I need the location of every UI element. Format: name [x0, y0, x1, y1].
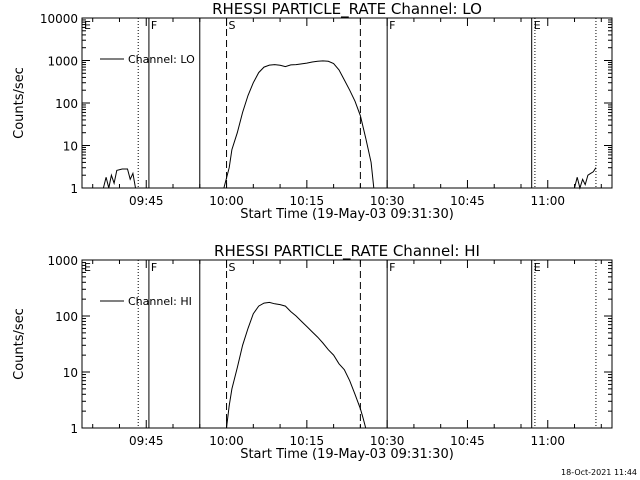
y-tick-label: 100: [55, 310, 78, 324]
x-tick-label: 09:45: [129, 194, 164, 208]
x-axis-label: Start Time (19-May-03 09:31:30): [240, 207, 454, 222]
series-line: [226, 301, 367, 429]
x-tick-label: 10:30: [370, 434, 405, 448]
x-tick-label: 10:45: [450, 434, 485, 448]
y-axis-label: Counts/sec: [12, 67, 27, 139]
y-tick-label: 10000: [40, 12, 78, 26]
x-tick-label: 10:00: [209, 194, 244, 208]
chart-title: RHESSI PARTICLE_RATE Channel: HI: [214, 242, 480, 261]
event-marker-label: F: [151, 19, 157, 32]
y-tick-label: 1000: [47, 55, 78, 69]
y-tick-label: 10: [63, 140, 78, 154]
x-tick-label: 10:15: [290, 434, 325, 448]
y-tick-label: 1000: [47, 254, 78, 268]
legend-label: Channel: HI: [128, 295, 192, 308]
event-marker-label: E: [534, 261, 541, 274]
x-tick-label: 09:45: [129, 434, 164, 448]
event-marker-label: S: [229, 261, 236, 274]
timestamp-stamp: 18-Oct-2021 11:44: [561, 468, 637, 477]
panel-hi: RHESSI PARTICLE_RATE Channel: HI 1 10 100 10…: [12, 242, 613, 462]
series-line: [102, 60, 597, 190]
y-tick-label: 1: [70, 182, 78, 196]
event-marker-label: F: [151, 261, 157, 274]
x-tick-label: 11:00: [530, 194, 565, 208]
chart-title: RHESSI PARTICLE_RATE Channel: LO: [212, 0, 482, 19]
x-tick-label: 10:00: [209, 434, 244, 448]
x-axis-label: Start Time (19-May-03 09:31:30): [240, 447, 454, 462]
y-tick-label: 10: [63, 366, 78, 380]
event-marker-label: F: [389, 19, 395, 32]
plot-frame: [81, 259, 613, 429]
y-tick-label: 100: [55, 97, 78, 111]
x-tick-label: 11:00: [530, 434, 565, 448]
event-marker-label: E: [84, 261, 91, 274]
event-marker-label: E: [84, 19, 91, 32]
panel-lo: RHESSI PARTICLE_RATE Channel: LO 1 10 100 10…: [12, 0, 613, 222]
event-marker-label: E: [534, 19, 541, 32]
y-axis-label: Counts/sec: [12, 308, 27, 380]
x-tick-label: 10:30: [370, 194, 405, 208]
event-marker-label: F: [389, 261, 395, 274]
y-tick-label: 1: [70, 422, 78, 436]
x-tick-label: 10:15: [290, 194, 325, 208]
event-marker-label: S: [229, 19, 236, 32]
legend-label: Channel: LO: [128, 53, 195, 66]
x-tick-label: 10:45: [450, 194, 485, 208]
